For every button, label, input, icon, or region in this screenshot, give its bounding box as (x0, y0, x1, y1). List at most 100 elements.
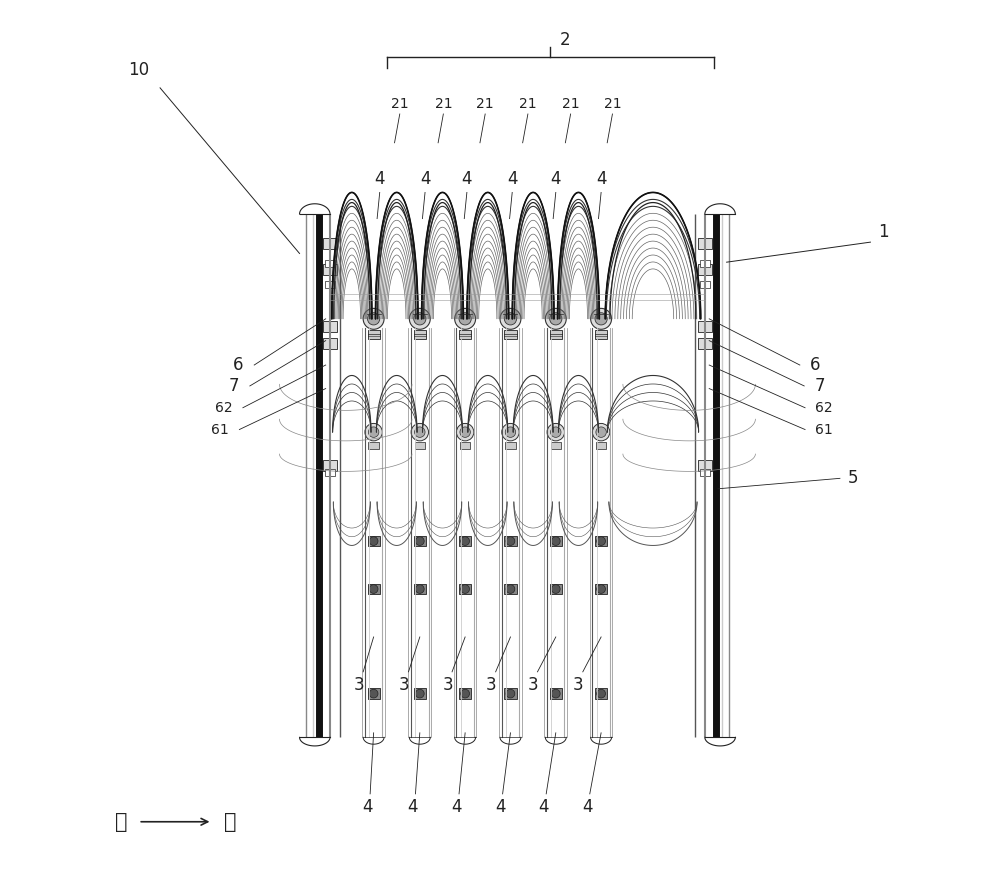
Bar (459, 584, 471, 595)
Circle shape (596, 427, 606, 437)
Bar (504, 584, 517, 595)
Bar (323, 460, 337, 471)
Text: 4: 4 (451, 798, 462, 816)
Text: 4: 4 (507, 170, 517, 189)
Text: 10: 10 (128, 61, 149, 79)
Bar (595, 330, 607, 339)
Bar (551, 442, 561, 449)
Text: 21: 21 (391, 97, 409, 111)
Text: 21: 21 (562, 97, 579, 111)
Text: 7: 7 (229, 377, 239, 395)
Text: 4: 4 (362, 798, 373, 816)
Text: 6: 6 (233, 356, 244, 374)
Text: 5: 5 (848, 470, 858, 487)
Text: 21: 21 (604, 97, 621, 111)
Bar (698, 237, 712, 249)
Circle shape (461, 690, 469, 698)
Bar (459, 330, 471, 339)
Circle shape (595, 313, 607, 325)
Circle shape (460, 427, 470, 437)
Bar (550, 584, 562, 595)
Bar (504, 689, 517, 699)
Text: 61: 61 (815, 423, 833, 436)
Text: 3: 3 (528, 676, 538, 694)
Text: 4: 4 (596, 170, 606, 189)
Text: 3: 3 (573, 676, 584, 694)
Circle shape (415, 427, 425, 437)
Text: 4: 4 (538, 798, 549, 816)
Bar (368, 330, 380, 339)
Bar (698, 320, 712, 332)
Circle shape (459, 313, 471, 325)
Bar (368, 689, 380, 699)
Circle shape (592, 423, 610, 441)
Text: 7: 7 (815, 377, 825, 395)
Circle shape (411, 423, 429, 441)
Bar (415, 442, 425, 449)
Circle shape (551, 427, 561, 437)
Text: 4: 4 (420, 170, 430, 189)
Circle shape (369, 585, 378, 594)
Bar (595, 584, 607, 595)
Bar (550, 536, 562, 546)
Circle shape (369, 537, 378, 546)
Circle shape (369, 690, 378, 698)
Bar (504, 330, 517, 339)
Bar (414, 689, 426, 699)
Circle shape (551, 585, 560, 594)
Circle shape (505, 427, 516, 437)
Text: 6: 6 (810, 356, 821, 374)
Circle shape (461, 537, 469, 546)
Circle shape (591, 308, 612, 329)
Text: 21: 21 (476, 97, 494, 111)
Circle shape (545, 308, 566, 329)
Bar (700, 259, 710, 266)
Bar (325, 281, 335, 288)
Circle shape (363, 308, 384, 329)
Circle shape (597, 690, 605, 698)
Bar (325, 469, 335, 476)
Circle shape (368, 427, 379, 437)
Bar (368, 584, 380, 595)
Bar (323, 264, 337, 275)
Bar (323, 320, 337, 332)
Bar (325, 259, 335, 266)
Text: 4: 4 (374, 170, 385, 189)
Bar (698, 460, 712, 471)
Bar (414, 536, 426, 546)
Bar (550, 689, 562, 699)
Circle shape (456, 423, 474, 441)
Bar (459, 536, 471, 546)
Text: 2: 2 (560, 31, 571, 49)
Circle shape (551, 537, 560, 546)
Bar (323, 237, 337, 249)
Text: 3: 3 (353, 676, 364, 694)
Circle shape (597, 537, 605, 546)
Circle shape (409, 308, 430, 329)
Bar (504, 536, 517, 546)
Circle shape (504, 313, 517, 325)
Circle shape (506, 537, 515, 546)
Circle shape (415, 537, 424, 546)
Text: 62: 62 (215, 401, 233, 415)
Bar (595, 536, 607, 546)
Text: 4: 4 (582, 798, 592, 816)
Text: 21: 21 (519, 97, 537, 111)
Circle shape (506, 690, 515, 698)
Text: 1: 1 (878, 223, 889, 241)
Text: 4: 4 (408, 798, 418, 816)
Circle shape (461, 585, 469, 594)
Circle shape (506, 585, 515, 594)
Circle shape (414, 313, 426, 325)
Text: 21: 21 (435, 97, 452, 111)
Bar (550, 330, 562, 339)
Bar (596, 442, 606, 449)
Bar (698, 338, 712, 349)
Circle shape (550, 313, 562, 325)
Bar (323, 338, 337, 349)
Circle shape (547, 423, 564, 441)
Circle shape (551, 690, 560, 698)
Bar (700, 469, 710, 476)
Text: 3: 3 (399, 676, 409, 694)
Bar (414, 584, 426, 595)
